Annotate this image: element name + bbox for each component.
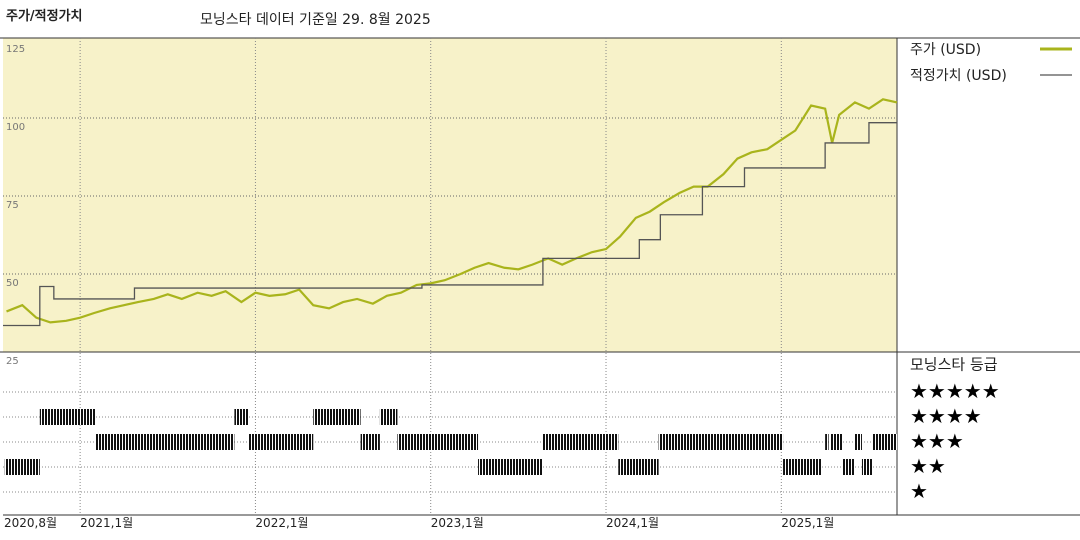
rating-bar [397,434,479,450]
x-tick-label: 2024,1월 [606,516,659,530]
rating-bar [783,459,822,475]
rating-bar [872,434,897,450]
rating-bar [854,434,862,450]
chart-title: 주가/적정가치 [6,8,83,24]
rating-legend: ★★★★★ [910,379,1000,403]
y-tick-label: 50 [6,278,19,289]
rating-bar [861,459,873,475]
series-line [3,122,897,327]
rating-title: 모닝스타 등급 [910,356,998,374]
rating-bar [39,409,96,425]
rating-bar [478,459,543,475]
rating-bar [313,409,361,425]
y-tick-label: 75 [6,200,19,211]
chart-subtitle: 모닝스타 데이터 기준일 29. 8월 2025 [200,12,431,28]
rating-bar [360,434,380,450]
price-panel [3,38,897,352]
legend-label: 적정가치 (USD) [910,68,1007,84]
rating-bar [825,434,829,450]
rating-bar [618,459,659,475]
rating-bar [842,459,855,475]
rating-legend: ★★ [910,454,946,478]
rating-legend: ★★★★ [910,404,982,428]
rating-bar [248,434,314,450]
rating-bar [4,459,40,475]
rating-bar [542,434,619,450]
rating-bar [95,434,235,450]
rating-bar [830,434,843,450]
x-tick-label: 2021,1월 [80,516,133,530]
x-tick-label: 2023,1월 [431,516,484,530]
x-tick-label: 2020,8월 [4,516,57,530]
y-tick-label: 125 [6,44,25,55]
y-tick-label: 100 [6,122,25,133]
rating-bar [234,409,249,425]
legend-label: 주가 (USD) [910,42,981,58]
rating-bar [379,409,398,425]
series-line [6,98,898,324]
x-tick-label: 2022,1월 [255,516,308,530]
rating-bar [658,434,784,450]
x-tick-label: 2025,1월 [781,516,834,530]
rating-legend: ★★★ [910,429,964,453]
y-tick-label: 25 [6,356,19,367]
rating-legend: ★ [910,479,928,503]
